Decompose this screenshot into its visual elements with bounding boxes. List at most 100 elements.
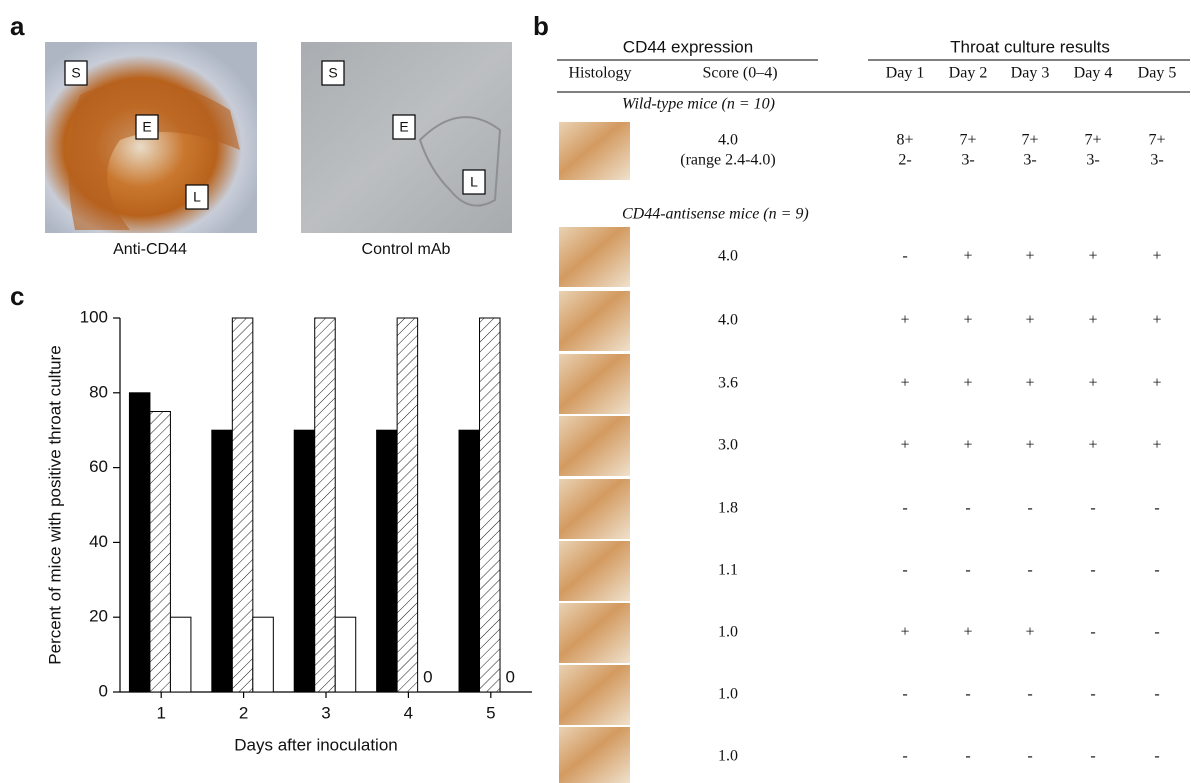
culture-result: - xyxy=(1027,562,1032,579)
culture-result: - xyxy=(1090,748,1095,765)
culture-result: + xyxy=(1152,437,1161,454)
culture-result: 7+ xyxy=(1084,132,1101,149)
culture-result: + xyxy=(1025,437,1034,454)
bar xyxy=(212,430,233,692)
bar xyxy=(232,318,253,692)
value-label: 0 xyxy=(506,667,515,686)
x-tick-label: 3 xyxy=(321,703,330,722)
score: 3.6 xyxy=(718,375,738,392)
culture-result: + xyxy=(1025,248,1034,265)
bar xyxy=(377,430,398,692)
culture-result: + xyxy=(1152,312,1161,329)
culture-result: 7+ xyxy=(1021,132,1038,149)
histology-thumbnail xyxy=(559,665,630,725)
culture-result: + xyxy=(963,248,972,265)
culture-result: - xyxy=(902,248,907,265)
histology-thumbnail xyxy=(559,727,630,783)
culture-result: - xyxy=(902,562,907,579)
culture-result: + xyxy=(900,624,909,641)
y-tick-label: 60 xyxy=(89,457,108,476)
culture-result: + xyxy=(900,375,909,392)
culture-result: + xyxy=(963,312,972,329)
culture-result: - xyxy=(1154,500,1159,517)
culture-result: - xyxy=(1154,624,1159,641)
culture-result: - xyxy=(1027,748,1032,765)
culture-result: 3- xyxy=(1086,152,1099,169)
bar xyxy=(150,412,171,693)
score: 4.0 xyxy=(718,132,738,149)
x-tick-label: 5 xyxy=(486,703,495,722)
histology-thumbnail xyxy=(559,541,630,601)
culture-result: - xyxy=(1090,500,1095,517)
culture-result: + xyxy=(1025,375,1034,392)
culture-result: - xyxy=(1154,562,1159,579)
culture-result: + xyxy=(963,624,972,641)
bar xyxy=(170,617,191,692)
bar xyxy=(129,393,150,692)
culture-result: 3- xyxy=(961,152,974,169)
histology-thumbnail xyxy=(559,227,630,287)
x-tick-label: 2 xyxy=(239,703,248,722)
score: 1.0 xyxy=(718,748,738,765)
bar xyxy=(253,617,274,692)
y-axis-title: Percent of mice with positive throat cul… xyxy=(45,345,64,664)
bar xyxy=(294,430,315,692)
panel-label: a xyxy=(10,11,25,41)
bar xyxy=(397,318,418,692)
y-tick-label: 40 xyxy=(89,532,108,551)
column-header: Histology xyxy=(568,65,631,82)
column-header: Day 2 xyxy=(949,65,988,82)
marker-label: E xyxy=(399,119,408,135)
culture-result: - xyxy=(1154,686,1159,703)
culture-result: - xyxy=(965,748,970,765)
caption: Control mAb xyxy=(362,241,451,258)
score: 1.0 xyxy=(718,686,738,703)
bar xyxy=(480,318,501,692)
culture-result: + xyxy=(1088,437,1097,454)
culture-result: 3- xyxy=(1150,152,1163,169)
column-header: Day 1 xyxy=(886,65,925,82)
score: 3.0 xyxy=(718,437,738,454)
y-tick-label: 0 xyxy=(99,681,108,700)
culture-result: + xyxy=(1025,624,1034,641)
culture-result: 7+ xyxy=(959,132,976,149)
column-group: Throat culture results xyxy=(950,37,1110,56)
x-axis-title: Days after inoculation xyxy=(234,735,397,754)
value-label: 0 xyxy=(423,667,432,686)
histology-thumbnail xyxy=(559,479,630,539)
panel-label: b xyxy=(533,11,549,41)
culture-result: - xyxy=(902,748,907,765)
culture-result: - xyxy=(1090,562,1095,579)
score: 1.0 xyxy=(718,624,738,641)
column-group: CD44 expression xyxy=(623,37,753,56)
culture-result: + xyxy=(963,437,972,454)
culture-result: - xyxy=(1090,686,1095,703)
marker-label: L xyxy=(470,174,478,190)
column-header: Day 5 xyxy=(1138,65,1177,82)
culture-result: + xyxy=(900,437,909,454)
culture-result: - xyxy=(965,686,970,703)
culture-result: 8+ xyxy=(896,132,913,149)
histology-thumbnail xyxy=(559,603,630,663)
score: 4.0 xyxy=(718,312,738,329)
group-title: Wild-type mice (n = 10) xyxy=(622,96,775,113)
histology-thumbnail xyxy=(559,354,630,414)
histology-thumbnail xyxy=(559,122,630,180)
panel-label: c xyxy=(10,281,24,311)
column-header: Score (0–4) xyxy=(702,65,777,82)
culture-result: + xyxy=(963,375,972,392)
score: 4.0 xyxy=(718,248,738,265)
culture-result: + xyxy=(1088,312,1097,329)
score: (range 2.4-4.0) xyxy=(680,152,776,169)
marker-label: S xyxy=(328,65,337,81)
score: 1.1 xyxy=(718,562,738,579)
marker-label: L xyxy=(193,189,201,205)
y-tick-label: 100 xyxy=(80,307,108,326)
culture-result: + xyxy=(1152,375,1161,392)
group-title: CD44-antisense mice (n = 9) xyxy=(622,206,809,223)
culture-result: + xyxy=(1088,375,1097,392)
score: 1.8 xyxy=(718,500,738,517)
culture-result: 3- xyxy=(1023,152,1036,169)
culture-result: 2- xyxy=(898,152,911,169)
column-header: Day 3 xyxy=(1011,65,1050,82)
